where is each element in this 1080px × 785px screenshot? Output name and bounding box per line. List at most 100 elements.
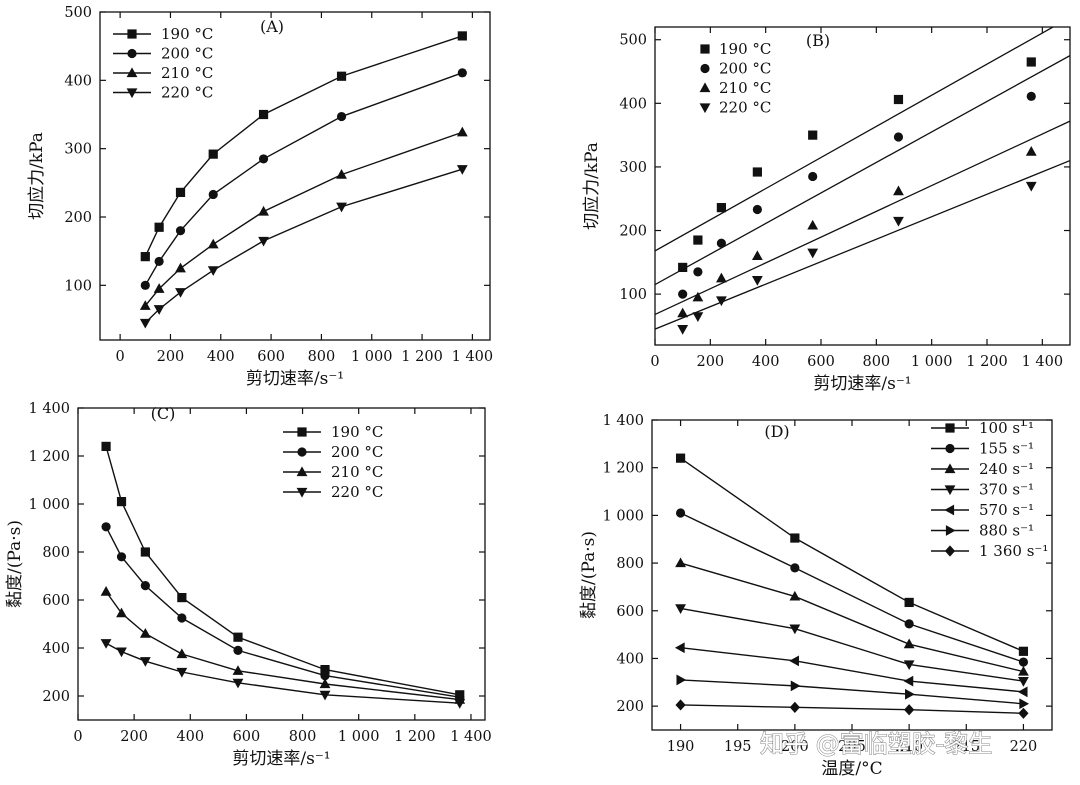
data-point — [751, 250, 763, 261]
data-point — [903, 660, 915, 671]
data-point — [790, 563, 800, 573]
data-point — [101, 522, 111, 532]
data-point — [175, 288, 186, 298]
x-tick-label: 0 — [116, 349, 125, 365]
x-tick-label: 1 200 — [401, 349, 443, 365]
y-axis-label: 黏度/(Pa·s) — [5, 520, 25, 608]
series-line — [105, 642, 460, 704]
x-axis-label: 剪切速率/s⁻¹ — [813, 374, 911, 394]
data-point — [693, 235, 703, 245]
panel-label: (D) — [764, 422, 789, 441]
data-point — [153, 305, 165, 315]
data-point — [233, 632, 243, 642]
data-point — [176, 667, 188, 678]
legend-marker — [945, 423, 955, 433]
legend-marker — [944, 463, 956, 474]
y-tick-label: 500 — [64, 5, 92, 21]
legend-label: 1 360 s⁻¹ — [979, 542, 1048, 560]
data-point — [336, 71, 347, 81]
x-tick-label: 600 — [257, 349, 285, 365]
series-4 — [100, 639, 466, 709]
legend-label: 240 s⁻¹ — [979, 460, 1034, 478]
data-point — [207, 238, 219, 249]
chart-panel-c: 0 200 400 600 800 1 000 1 200 1 400 200 400 600 800… — [5, 401, 492, 769]
legend-item: 370 s⁻¹ — [931, 481, 1034, 499]
data-point — [258, 109, 269, 120]
data-point — [893, 185, 904, 196]
legend-item: 200 °C — [700, 60, 771, 78]
data-point — [1017, 686, 1028, 698]
data-point — [116, 552, 127, 562]
y-tick-label: 1 400 — [28, 401, 70, 417]
legend-label: 190 °C — [719, 40, 771, 58]
y-tick-label: 200 — [619, 224, 647, 240]
data-point — [674, 642, 685, 654]
legend-marker — [944, 545, 956, 557]
x-axis-label: 剪切速率/s⁻¹ — [232, 749, 330, 769]
data-point — [790, 533, 800, 543]
series-1 — [655, 27, 1055, 273]
x-tick-label: 600 — [233, 729, 261, 745]
series-line — [680, 512, 1024, 663]
series-5 — [674, 642, 1028, 698]
data-point — [1025, 146, 1037, 156]
data-point — [678, 289, 688, 299]
data-point — [790, 680, 801, 692]
y-tick-label: 100 — [64, 278, 92, 294]
data-point — [208, 189, 218, 200]
legend-item: 220 °C — [699, 99, 771, 117]
data-point — [116, 647, 127, 658]
legend-marker — [127, 29, 137, 39]
x-tick-label: 1 000 — [911, 354, 953, 370]
legend-item: 210 °C — [283, 463, 383, 481]
series-6 — [676, 674, 1030, 710]
y-tick-label: 1 200 — [28, 449, 70, 465]
data-point — [207, 266, 219, 276]
x-tick-label: 205 — [838, 739, 866, 755]
data-point — [454, 699, 466, 709]
x-tick-label: 200 — [696, 354, 724, 370]
x-tick-label: 400 — [207, 349, 235, 365]
x-axis-label: 剪切速率/s⁻¹ — [246, 369, 344, 389]
series-2 — [655, 55, 1070, 299]
series-line — [105, 446, 460, 696]
x-tick-label: 1 000 — [338, 729, 380, 745]
legend-label: 210 °C — [161, 64, 213, 82]
data-point — [692, 312, 704, 322]
panel-label: (B) — [806, 31, 830, 50]
x-tick-label: 1 000 — [351, 349, 393, 365]
y-tick-label: 300 — [619, 160, 647, 176]
fit-line — [655, 55, 1070, 286]
legend-marker — [126, 67, 138, 78]
data-point — [677, 325, 689, 335]
data-point — [258, 205, 269, 216]
y-tick-label: 600 — [616, 604, 644, 620]
legend-item: 200 °C — [283, 443, 383, 461]
data-point — [175, 187, 186, 197]
y-tick-label: 200 — [42, 689, 70, 705]
data-point — [100, 639, 112, 649]
chart-panel-b: 0 200 400 600 800 1 000 1 200 1 400 100 200 300 400… — [582, 26, 1071, 394]
data-point — [716, 238, 727, 248]
y-tick-label: 1 000 — [602, 508, 644, 524]
legend-marker — [127, 48, 137, 59]
series-3 — [139, 126, 468, 310]
data-point — [139, 657, 151, 667]
series-line — [680, 562, 1024, 673]
data-point — [675, 604, 686, 614]
legend-label: 190 °C — [161, 25, 213, 43]
x-tick-label: 800 — [289, 729, 317, 745]
x-tick-label: 195 — [724, 739, 752, 755]
data-point — [232, 678, 244, 689]
data-point — [893, 132, 904, 142]
legend-marker — [296, 487, 308, 498]
series-1 — [101, 441, 465, 700]
data-point — [675, 699, 686, 711]
y-tick-label: 200 — [616, 699, 644, 715]
series-7 — [675, 699, 1029, 719]
data-point — [336, 202, 347, 213]
legend-item: 240 s⁻¹ — [931, 460, 1034, 478]
data-point — [1019, 698, 1030, 710]
legend-marker — [945, 525, 956, 536]
